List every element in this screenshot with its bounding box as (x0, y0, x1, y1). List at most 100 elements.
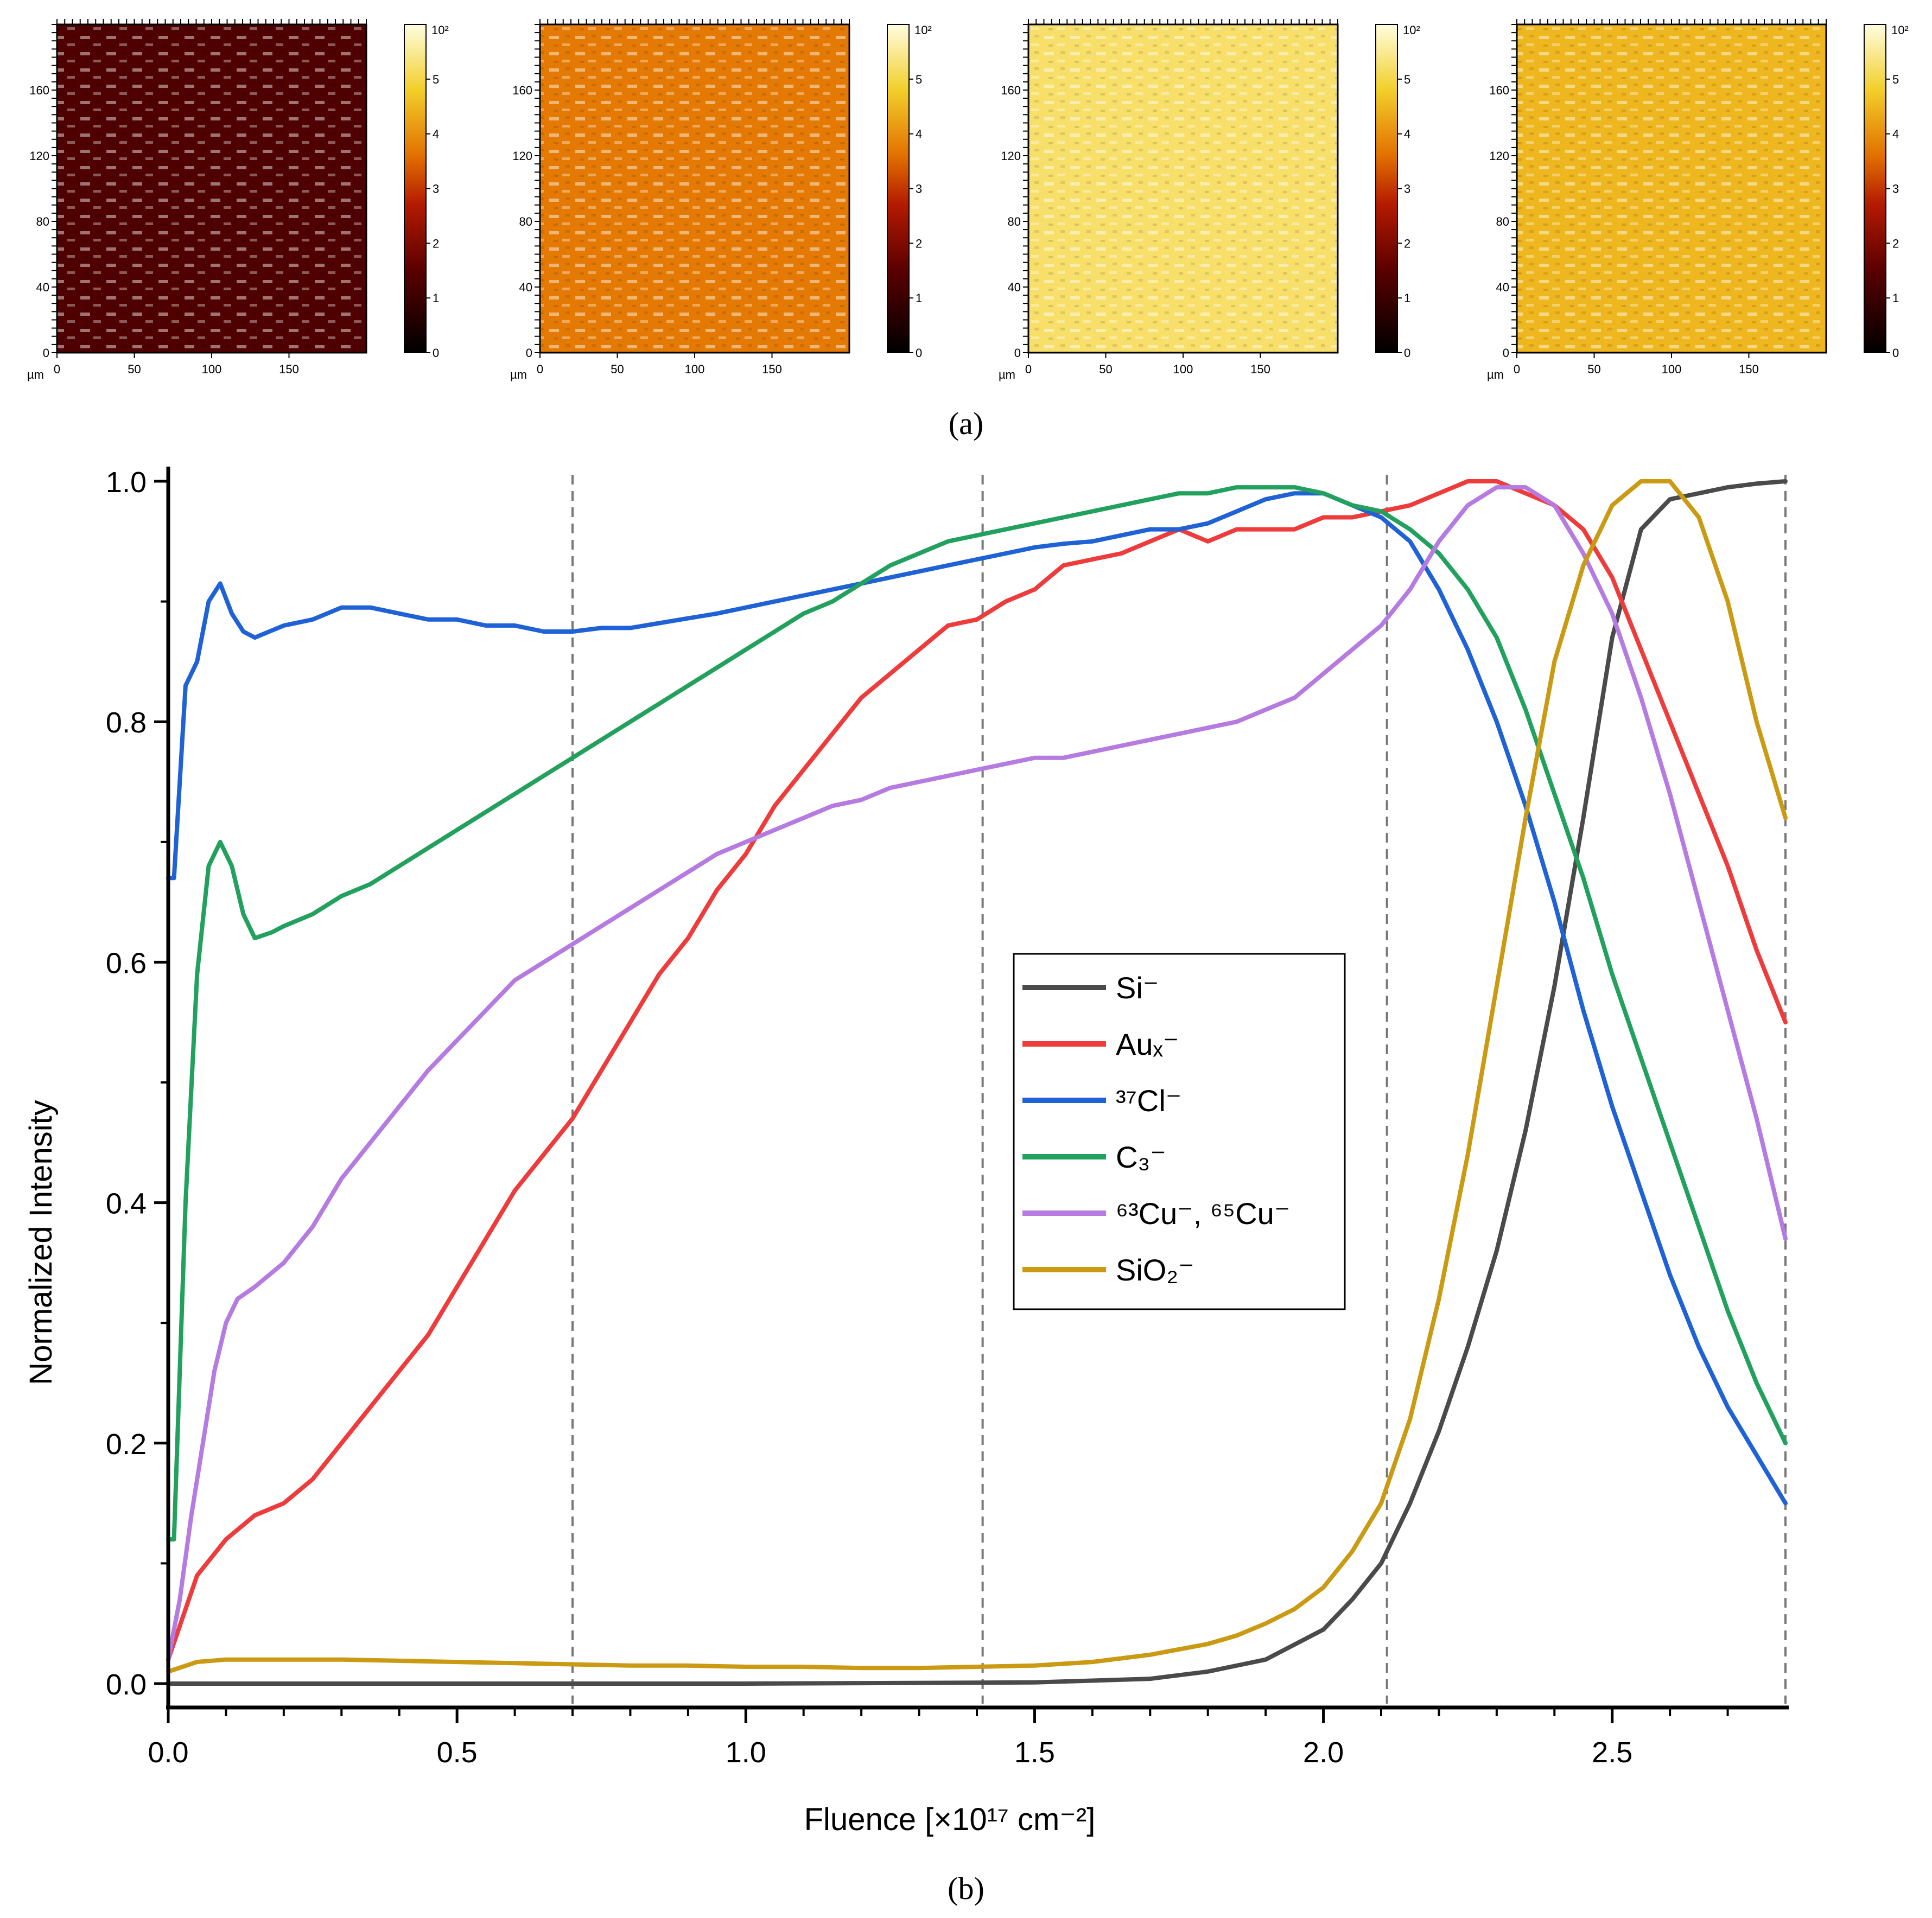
colorbar-top-label: 10² (431, 23, 449, 37)
x-tick-label: 0 (1514, 362, 1520, 376)
heatmap-1: 0 50 100 150 µm 0 40 80 120 160 0 1 2 3 4 5 10² (27, 19, 449, 381)
y-tick-label: 160 (1489, 84, 1509, 97)
y-tick-label: 120 (1001, 149, 1021, 163)
heatmap-texture (540, 24, 849, 353)
legend-label: Si⁻ (1116, 971, 1159, 1005)
colorbar-tick-label: 2 (433, 237, 439, 250)
colorbar-tick-label: 4 (433, 128, 439, 141)
series-line-1 (166, 479, 1788, 1686)
colorbar-tick-label: 3 (1892, 182, 1899, 196)
y-tick-label: 0 (1014, 346, 1021, 360)
legend-label: ⁶³Cu⁻, ⁶⁵Cu⁻ (1116, 1196, 1290, 1231)
y-tick-label: 1.0 (106, 466, 147, 499)
x-unit-label: µm (27, 368, 44, 381)
colorbar-tick-label: 2 (916, 237, 922, 250)
legend-item: Si⁻ (1022, 971, 1159, 1005)
series-lines (166, 479, 1788, 1686)
x-tick-label: 100 (202, 362, 222, 376)
y-tick-label: 120 (512, 149, 532, 163)
y-tick-label: 0 (526, 346, 532, 360)
y-tick-label: 40 (1008, 281, 1021, 294)
colorbar-tick-label: 5 (1892, 73, 1899, 86)
y-tick-label: 160 (29, 84, 49, 97)
colorbar (1375, 24, 1398, 353)
legend-item: SiO₂⁻ (1022, 1253, 1194, 1287)
legend-label: C₃⁻ (1116, 1140, 1166, 1174)
plot-background (168, 467, 1791, 1709)
heatmap-4: 0 50 100 150 µm 0 40 80 120 160 0 1 2 3 4 5 10² (1487, 19, 1909, 381)
panel-b-line-chart: 0.0 0.2 0.4 0.6 0.8 1.0 0.0 0.5 1.0 1.5 2.0 2.5 Si⁻… (23, 466, 1791, 1906)
colorbar-tick-label: 5 (433, 73, 439, 86)
legend-item: C₃⁻ (1022, 1140, 1166, 1174)
y-tick-label: 0 (1503, 346, 1509, 360)
legend-item: ⁶³Cu⁻, ⁶⁵Cu⁻ (1022, 1196, 1290, 1231)
colorbar-tick-label: 1 (433, 291, 439, 305)
legend-label: Auₓ⁻ (1116, 1027, 1179, 1061)
plot-area (168, 467, 1791, 1709)
x-tick-label: 100 (1173, 362, 1193, 376)
colorbar-tick-label: 1 (1404, 291, 1410, 305)
y-tick-label: 80 (1496, 215, 1509, 228)
colorbar-top-label: 10² (1891, 23, 1909, 37)
legend-box (1013, 953, 1346, 1310)
series-line-5 (166, 485, 1788, 1662)
y-tick-label: 40 (519, 281, 532, 294)
x-tick-label: 0.0 (148, 1736, 188, 1769)
y-tick-label: 0.0 (106, 1668, 147, 1701)
panel-b-caption: (b) (948, 1871, 984, 1906)
colorbar-tick-label: 1 (1892, 291, 1899, 305)
legend-label: ³⁷Cl⁻ (1116, 1084, 1181, 1118)
colorbar-top-label: 10² (1403, 23, 1420, 37)
x-tick-label: 150 (1739, 362, 1759, 376)
y-tick-label: 80 (36, 215, 49, 228)
colorbar-tick-label: 0 (916, 346, 922, 360)
x-tick-label: 0 (1025, 362, 1032, 376)
colorbar-tick-label: 4 (1892, 128, 1899, 141)
x-tick-label: 50 (611, 362, 624, 376)
x-tick-label: 50 (128, 362, 141, 376)
x-tick-label: 0 (537, 362, 543, 376)
colorbar (887, 24, 910, 353)
colorbar-tick-label: 1 (916, 291, 922, 305)
y-tick-label: 40 (1496, 281, 1509, 294)
legend-label: SiO₂⁻ (1116, 1253, 1194, 1287)
heatmap-2: 0 50 100 150 µm 0 40 80 120 160 0 1 2 3 4 5 10² (510, 19, 932, 381)
heatmap-texture (1517, 24, 1826, 353)
x-tick-label: 2.0 (1303, 1736, 1344, 1769)
y-tick-label: 0.6 (106, 947, 147, 979)
legend: Si⁻ Auₓ⁻ ³⁷Cl⁻ C₃⁻ ⁶³Cu⁻, ⁶⁵Cu⁻ SiO₂⁻ (1013, 953, 1346, 1310)
y-tick-label: 40 (36, 281, 49, 294)
colorbar-tick-label: 0 (433, 346, 439, 360)
y-axis-label: Normalized Intensity (23, 1100, 59, 1385)
series-line-6 (166, 479, 1788, 1674)
x-tick-label: 0.5 (437, 1736, 478, 1769)
x-axis-label: Fluence [×10¹⁷ cm⁻²] (804, 1802, 1096, 1837)
colorbar (1864, 24, 1886, 353)
heatmap-texture (57, 24, 366, 353)
x-unit-label: µm (510, 368, 527, 381)
colorbar-tick-label: 0 (1404, 346, 1410, 360)
colorbar-tick-label: 2 (1892, 237, 1899, 250)
colorbar-tick-label: 4 (916, 128, 922, 141)
heatmap-texture (1028, 24, 1338, 353)
x-tick-label: 50 (1099, 362, 1112, 376)
heatmap-3: 0 50 100 150 µm 0 40 80 120 160 0 1 2 3 4 5 10² (999, 19, 1420, 381)
y-tick-label: 0.2 (106, 1428, 147, 1461)
colorbar-tick-label: 0 (1892, 346, 1899, 360)
colorbar-tick-label: 3 (433, 182, 439, 196)
colorbar-tick-label: 5 (1404, 73, 1410, 86)
colorbar-tick-label: 3 (1404, 182, 1410, 196)
x-tick-label: 50 (1587, 362, 1600, 376)
colorbar (404, 24, 427, 353)
dashed-vertical-lines (571, 475, 1787, 1704)
x-tick-label: 0 (54, 362, 60, 376)
y-tick-label: 120 (29, 149, 49, 163)
y-tick-label: 0.8 (106, 706, 147, 739)
y-tick-label: 80 (1008, 215, 1021, 228)
y-tick-label: 0 (43, 346, 49, 360)
x-tick-label: 2.5 (1592, 1736, 1632, 1769)
x-tick-label: 1.0 (726, 1736, 766, 1769)
